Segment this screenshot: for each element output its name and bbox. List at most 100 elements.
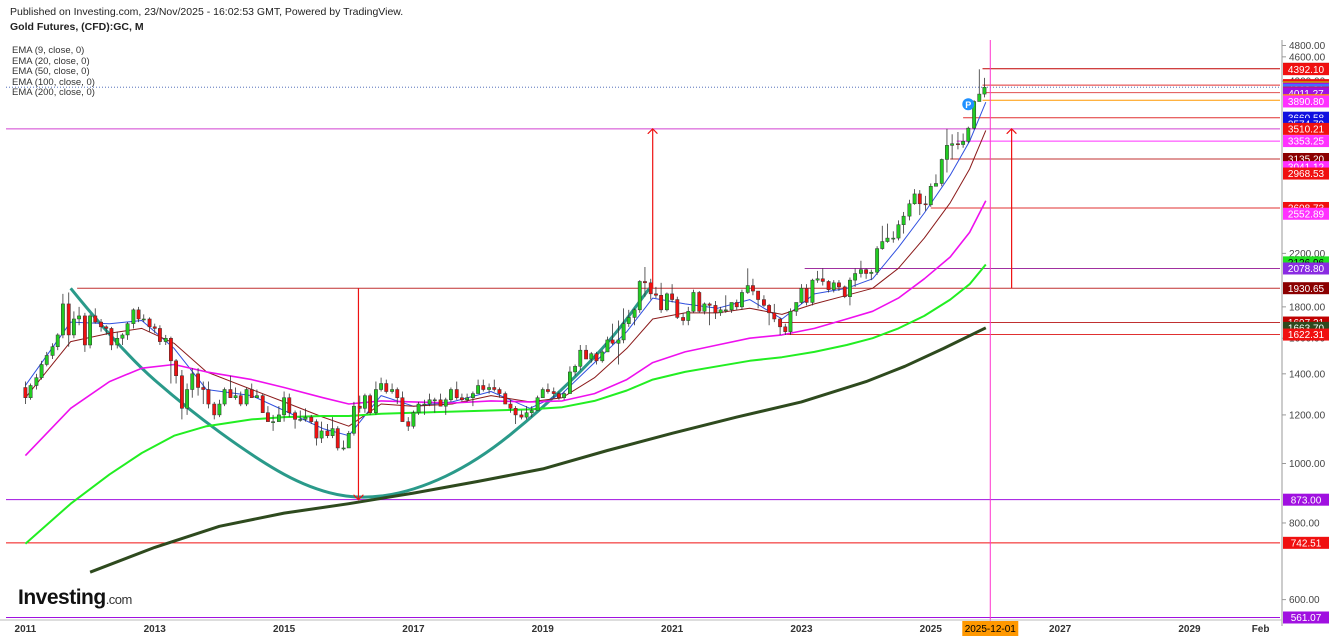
- candle-up: [562, 393, 567, 398]
- candle-down: [751, 285, 755, 292]
- time-tick-label: 2011: [15, 624, 37, 635]
- candles: [23, 69, 987, 451]
- candle-up: [88, 315, 92, 346]
- candle-up: [799, 288, 804, 303]
- candle-up: [589, 353, 594, 360]
- candle-down: [654, 293, 658, 296]
- price-label-box: [1283, 135, 1329, 148]
- price-tick-label: 1400.00: [1289, 369, 1326, 380]
- indicator-ema-9[interactable]: EMA (9, close, 0): [12, 45, 85, 56]
- candle-down: [228, 389, 233, 398]
- candle-up: [853, 273, 858, 281]
- candle-up: [745, 285, 750, 293]
- candle-up: [471, 393, 475, 398]
- price-label-box: [1283, 282, 1329, 295]
- candle-down: [519, 414, 524, 418]
- candle-up: [427, 399, 432, 405]
- indicator-ema-200[interactable]: EMA (200, close, 0): [12, 87, 95, 99]
- candle-up: [524, 412, 529, 418]
- candle-down: [767, 305, 772, 314]
- candle-up: [912, 193, 917, 205]
- candle-up: [718, 309, 723, 314]
- price-label-box: [1283, 207, 1329, 220]
- price-tick-label: 4600.00: [1289, 52, 1326, 63]
- price-label-text: 3890.80: [1288, 97, 1325, 108]
- candle-down: [152, 326, 157, 329]
- time-tick-label: 2021: [661, 624, 684, 635]
- candle-up: [60, 303, 65, 336]
- time-tick-label: 2019: [532, 624, 555, 635]
- candle-down: [513, 408, 518, 416]
- price-tick-label: 1000.00: [1289, 459, 1326, 470]
- candle-up: [319, 430, 324, 439]
- candle-up: [901, 215, 906, 225]
- candle-up: [815, 278, 820, 281]
- time-axis: 2011 2013 2015 2017 2019 2021 2023 2025 2027 2029…: [0, 619, 1282, 636]
- time-tick-label: 2015: [273, 624, 296, 635]
- projection-arrows: P: [358, 98, 1011, 499]
- candle-up: [28, 385, 33, 398]
- chart-header: Published on Investing.com, 23/Nov/2025 …: [10, 6, 403, 33]
- candle-down: [648, 282, 653, 295]
- candle-down: [460, 397, 464, 401]
- candle-up: [966, 127, 971, 142]
- candle-up: [163, 337, 168, 342]
- candle-up: [691, 292, 696, 312]
- candle-down: [713, 305, 718, 314]
- price-label-box: [1283, 262, 1329, 275]
- candle-down: [762, 299, 766, 306]
- candle-up: [880, 241, 885, 249]
- candle-down: [864, 269, 869, 274]
- indicator-ema-100[interactable]: EMA (100, close, 0): [12, 76, 95, 88]
- candle-up: [131, 309, 136, 324]
- price-label-text: 3135.20: [1288, 155, 1325, 166]
- ema-line-3: [24, 263, 987, 545]
- candle-up: [77, 315, 81, 320]
- price-label-text: 742.51: [1291, 538, 1322, 549]
- candle-up: [71, 318, 76, 336]
- candle-down: [158, 328, 162, 342]
- candle-down: [174, 360, 178, 376]
- pivot-badge: [962, 98, 975, 111]
- candle-up: [55, 334, 60, 347]
- candle-up: [831, 282, 836, 290]
- current-date-label: 2025-12-01: [965, 624, 1017, 635]
- candle-up: [341, 447, 346, 450]
- published-line: Published on Investing.com, 23/Nov/2025 …: [10, 6, 404, 18]
- candle-down: [778, 318, 783, 328]
- candle-down: [707, 303, 712, 306]
- candle-down: [923, 203, 928, 206]
- price-tick-label: 800.00: [1289, 518, 1320, 529]
- candle-down: [551, 391, 556, 394]
- candle-up: [125, 323, 130, 336]
- indicator-ema-50[interactable]: EMA (50, close, 0): [12, 66, 90, 78]
- indicator-ema-20[interactable]: EMA (20, close, 0): [12, 55, 90, 67]
- candle-up: [885, 237, 890, 242]
- candle-up: [39, 364, 44, 378]
- price-tick-label: 4800.00: [1289, 41, 1326, 52]
- candle-down: [196, 373, 200, 388]
- time-tick-label: 2025: [920, 624, 943, 635]
- candle-down: [395, 389, 400, 398]
- candle-up: [600, 351, 605, 362]
- indicator-legend: EMA (9, close, 0) EMA (20, close, 0) EMA…: [12, 45, 95, 99]
- price-label-box: [1283, 611, 1329, 624]
- candle-up: [740, 292, 744, 308]
- candle-down: [212, 403, 217, 416]
- candle-down: [610, 339, 615, 344]
- candle-up: [859, 269, 863, 274]
- price-label-box: [1283, 95, 1329, 108]
- candle-up: [443, 399, 448, 407]
- ema-lines: [24, 102, 987, 574]
- candle-up: [626, 317, 631, 324]
- candle-up: [282, 397, 286, 416]
- price-tick-label: 2200.00: [1289, 249, 1326, 260]
- candle-up: [303, 416, 308, 420]
- candle-up: [939, 159, 944, 184]
- candle-down: [820, 278, 825, 282]
- candle-down: [826, 281, 831, 290]
- candle-up: [271, 421, 276, 423]
- candle-down: [697, 292, 702, 312]
- price-label-text: 4392.10: [1288, 65, 1325, 76]
